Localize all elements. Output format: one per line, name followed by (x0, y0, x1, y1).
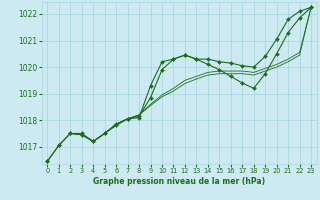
X-axis label: Graphe pression niveau de la mer (hPa): Graphe pression niveau de la mer (hPa) (93, 177, 265, 186)
